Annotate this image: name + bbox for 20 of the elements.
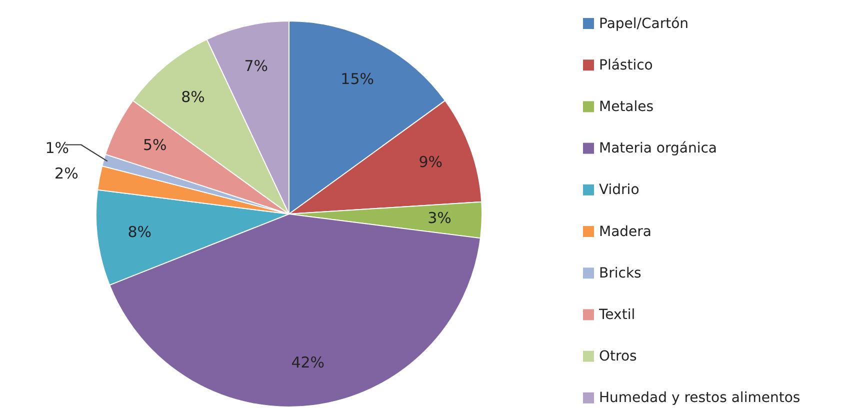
legend-label: Madera [599, 224, 652, 240]
data-label: 3% [428, 208, 452, 227]
legend-label: Bricks [599, 265, 642, 282]
data-label: 8% [181, 88, 205, 106]
data-label: 9% [418, 153, 443, 172]
data-label: 42% [291, 353, 325, 372]
data-label: 8% [128, 222, 152, 241]
data-label: 2% [54, 164, 78, 182]
legend-label: Materia orgánica [599, 140, 718, 157]
legend-label: Plástico [599, 57, 653, 74]
legend-label: Humedad y restos alimentos [599, 390, 800, 406]
legend-label: Metales [599, 99, 654, 116]
legend-label: Otros [599, 348, 637, 365]
data-label: 15% [340, 70, 374, 88]
legend-label: Papel/Cartón [599, 16, 689, 32]
data-label: 1% [45, 138, 70, 157]
legend-label: Vidrio [599, 182, 640, 198]
data-label: 7% [244, 57, 268, 76]
data-label: 5% [142, 136, 167, 154]
legend-label: Textil [598, 307, 636, 324]
